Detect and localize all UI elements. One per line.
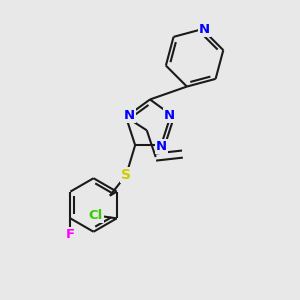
Text: S: S (121, 168, 131, 182)
Text: N: N (123, 109, 134, 122)
Text: N: N (199, 23, 210, 36)
Text: N: N (156, 140, 167, 153)
Text: N: N (164, 109, 175, 122)
Text: Cl: Cl (89, 209, 103, 222)
Text: F: F (66, 228, 75, 241)
